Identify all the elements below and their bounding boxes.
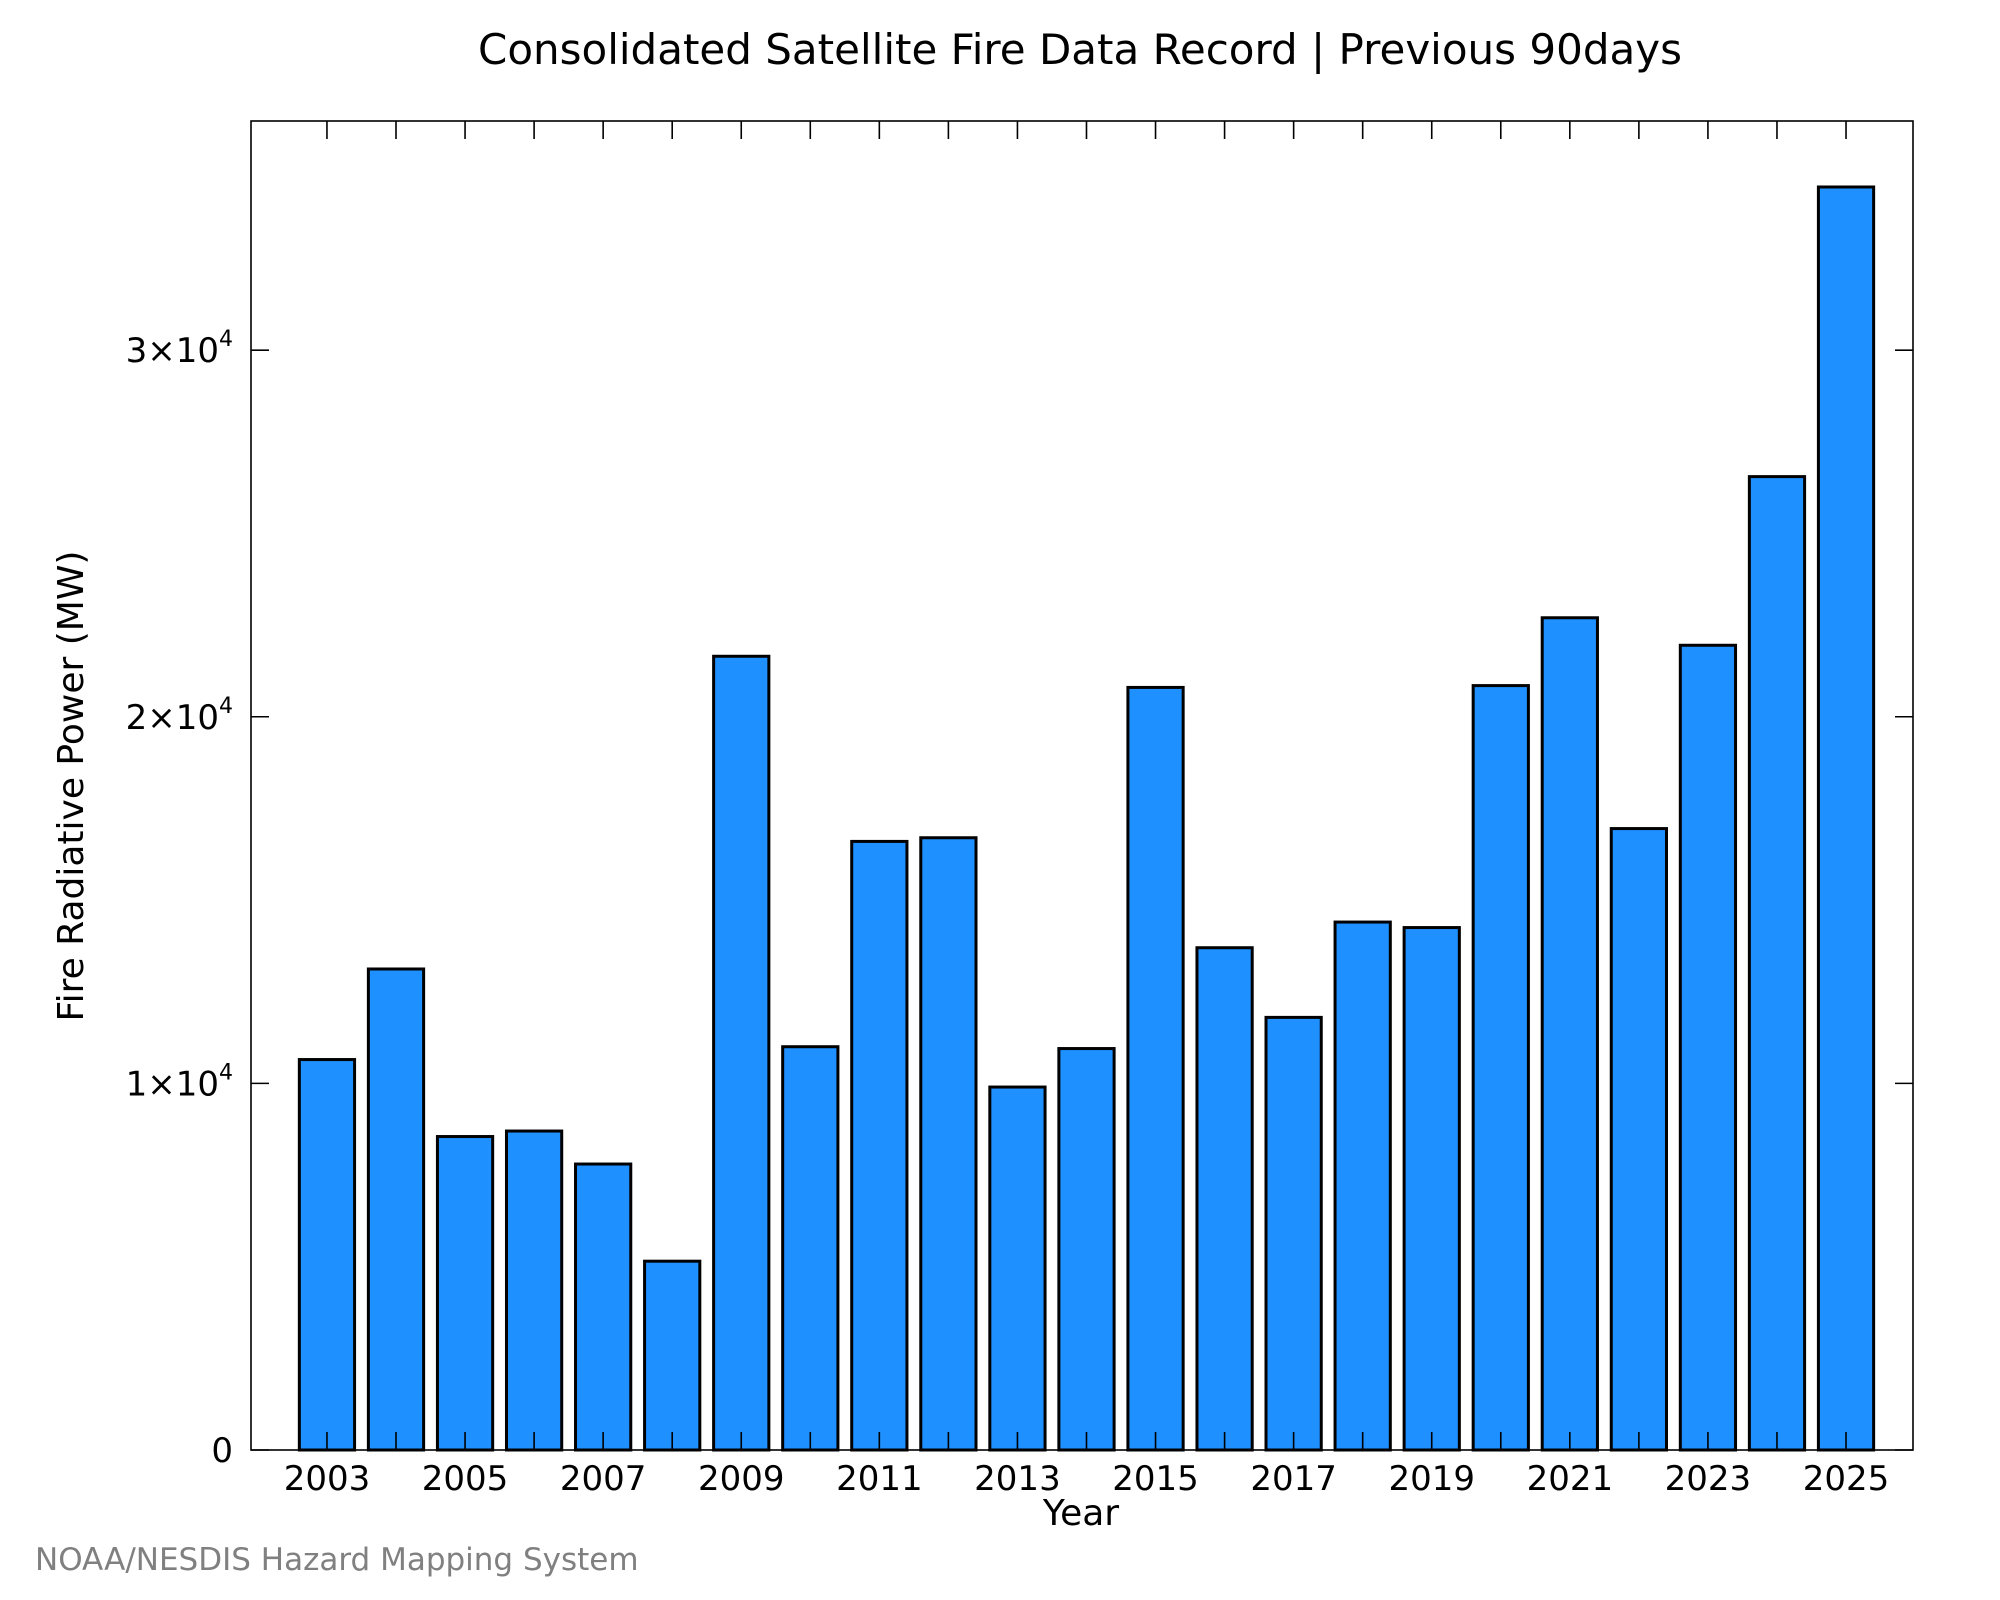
x-tick-label-2025: 2025 bbox=[1803, 1459, 1890, 1499]
y-tick-label-10000: 1×104 bbox=[126, 1060, 233, 1104]
plot-area: 2003 2005 2007 2009 2011 2013 2015 2017 2019 2021… bbox=[126, 120, 1914, 1499]
x-tick-label-2005: 2005 bbox=[422, 1459, 509, 1499]
bar-2016 bbox=[1195, 946, 1254, 1452]
bar-2008 bbox=[643, 1259, 702, 1452]
plot-frame bbox=[250, 120, 1914, 1451]
x-tick-label-2015: 2015 bbox=[1112, 1459, 1199, 1499]
y-tick-label-30000: 3×104 bbox=[126, 327, 233, 371]
bar-2014 bbox=[1057, 1047, 1116, 1452]
x-tick-label-2007: 2007 bbox=[560, 1459, 647, 1499]
y-tick-label-0: 0 bbox=[211, 1431, 233, 1471]
chart-title: Consolidated Satellite Fire Data Record … bbox=[478, 25, 1682, 74]
bar-2012 bbox=[919, 836, 978, 1452]
bar-2015 bbox=[1126, 685, 1185, 1452]
bar-2006 bbox=[504, 1129, 564, 1452]
bar-2011 bbox=[850, 839, 909, 1452]
x-tick-label-2011: 2011 bbox=[836, 1459, 923, 1499]
x-tick-label-2023: 2023 bbox=[1665, 1459, 1752, 1499]
bar-2025 bbox=[1816, 185, 1876, 1452]
bar-2003 bbox=[297, 1058, 357, 1452]
bar-2004 bbox=[366, 967, 426, 1452]
bar-2005 bbox=[435, 1135, 495, 1452]
x-tick-label-2021: 2021 bbox=[1527, 1459, 1614, 1499]
bar-2013 bbox=[988, 1085, 1047, 1452]
bar-2021 bbox=[1540, 616, 1599, 1452]
bar-2020 bbox=[1471, 684, 1530, 1452]
bar-2018 bbox=[1333, 920, 1392, 1452]
bar-2019 bbox=[1402, 926, 1461, 1452]
bar-2009 bbox=[712, 654, 771, 1452]
source-credit: NOAA/NESDIS Hazard Mapping System bbox=[35, 1542, 639, 1578]
x-tick-label-2017: 2017 bbox=[1250, 1459, 1337, 1499]
y-tick-label-20000: 2×104 bbox=[126, 694, 233, 738]
bar-2023 bbox=[1678, 643, 1738, 1452]
x-tick-label-2013: 2013 bbox=[974, 1459, 1061, 1499]
x-tick-label-2009: 2009 bbox=[698, 1459, 785, 1499]
bar-2017 bbox=[1264, 1015, 1323, 1452]
x-axis-label: Year bbox=[1042, 1493, 1119, 1534]
bar-2024 bbox=[1747, 475, 1807, 1452]
x-tick-label-2019: 2019 bbox=[1388, 1459, 1475, 1499]
x-tick-label-2003: 2003 bbox=[284, 1459, 371, 1499]
bar-2010 bbox=[781, 1045, 840, 1452]
y-axis-label: Fire Radiative Power (MW) bbox=[51, 551, 92, 1022]
bar-2007 bbox=[574, 1162, 633, 1452]
bar-2022 bbox=[1609, 827, 1668, 1452]
